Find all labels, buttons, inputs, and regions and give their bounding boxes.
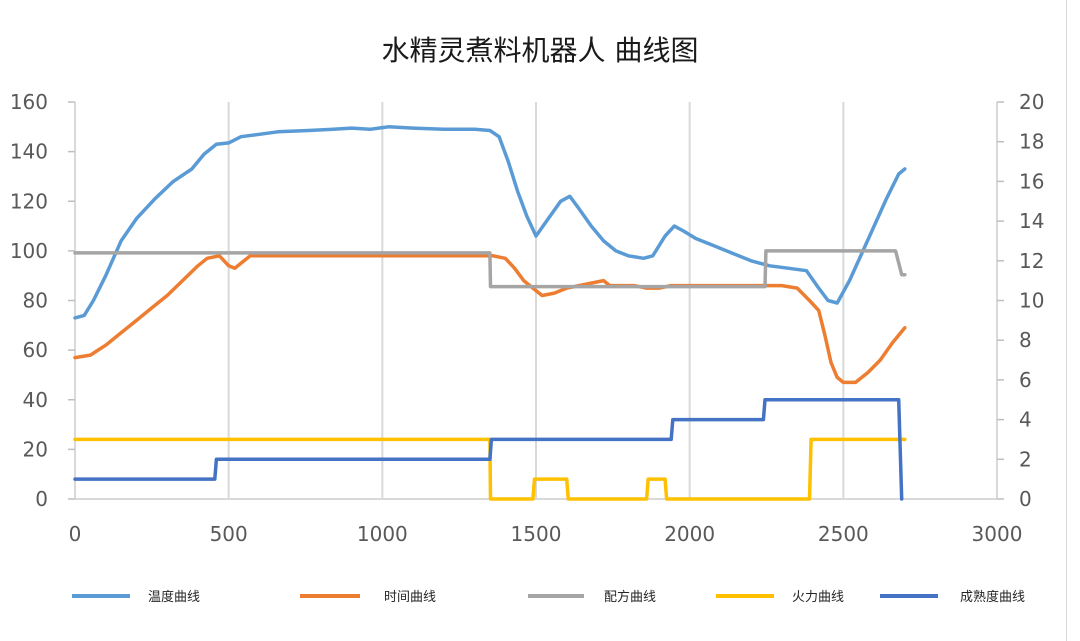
grid-layer	[74, 102, 998, 500]
y-left-tick-label: 140	[10, 140, 48, 164]
y-left-tick-label: 0	[35, 487, 48, 511]
y-right-tick-label: 10	[1019, 289, 1044, 313]
y-left-tick-label: 120	[10, 189, 48, 213]
y-right-tick-label: 4	[1019, 408, 1032, 432]
y-right-tick-label: 6	[1019, 368, 1032, 392]
y-left-tick-label: 20	[23, 437, 48, 461]
y-right-tick-label: 20	[1019, 90, 1044, 114]
y-right-tick-label: 14	[1019, 209, 1044, 233]
legend: 温度曲线 时间曲线 配方曲线 火力曲线 成熟度曲线	[72, 589, 1025, 605]
x-tick-label: 1500	[511, 522, 562, 546]
series-line-0	[73, 125, 907, 320]
axes: 0 20 40 60 80 100 120 140 160 0 2 4 6 8 10 12 14 16 18 20 0 5…	[10, 90, 1045, 546]
legend-label-4: 成熟度曲线	[960, 589, 1025, 605]
series-layer	[73, 125, 907, 501]
legend-label-0: 温度曲线	[148, 589, 200, 605]
legend-label-1: 时间曲线	[384, 590, 436, 605]
y-left-tick-label: 40	[23, 388, 48, 412]
x-tick-label: 0	[69, 522, 82, 546]
x-tick-label: 1000	[357, 522, 408, 546]
legend-label-3: 火力曲线	[792, 590, 844, 605]
sheet-right-gridline	[1066, 0, 1067, 641]
y-right-tick-label: 8	[1019, 328, 1032, 352]
y-right-tick-label: 12	[1019, 249, 1044, 273]
y-left-tick-label: 100	[10, 239, 48, 263]
series-line-4	[73, 398, 904, 501]
series-line-2	[73, 249, 907, 289]
series-line-3	[73, 437, 907, 501]
y-right-tick-label: 18	[1019, 130, 1044, 154]
y-left-tick-label: 160	[10, 90, 48, 114]
x-tick-label: 500	[210, 522, 248, 546]
y-right-tick-label: 16	[1019, 169, 1044, 193]
y-right-tick-label: 0	[1019, 487, 1032, 511]
y-left-tick-label: 80	[23, 289, 48, 313]
chart-title: 水精灵煮料机器人 曲线图	[382, 34, 699, 67]
y-right-tick-label: 2	[1019, 447, 1032, 471]
legend-label-2: 配方曲线	[604, 589, 656, 605]
y-left-tick-label: 60	[23, 338, 48, 362]
x-tick-label: 2000	[664, 522, 715, 546]
x-tick-label: 3000	[972, 522, 1023, 546]
x-tick-label: 2500	[818, 522, 869, 546]
